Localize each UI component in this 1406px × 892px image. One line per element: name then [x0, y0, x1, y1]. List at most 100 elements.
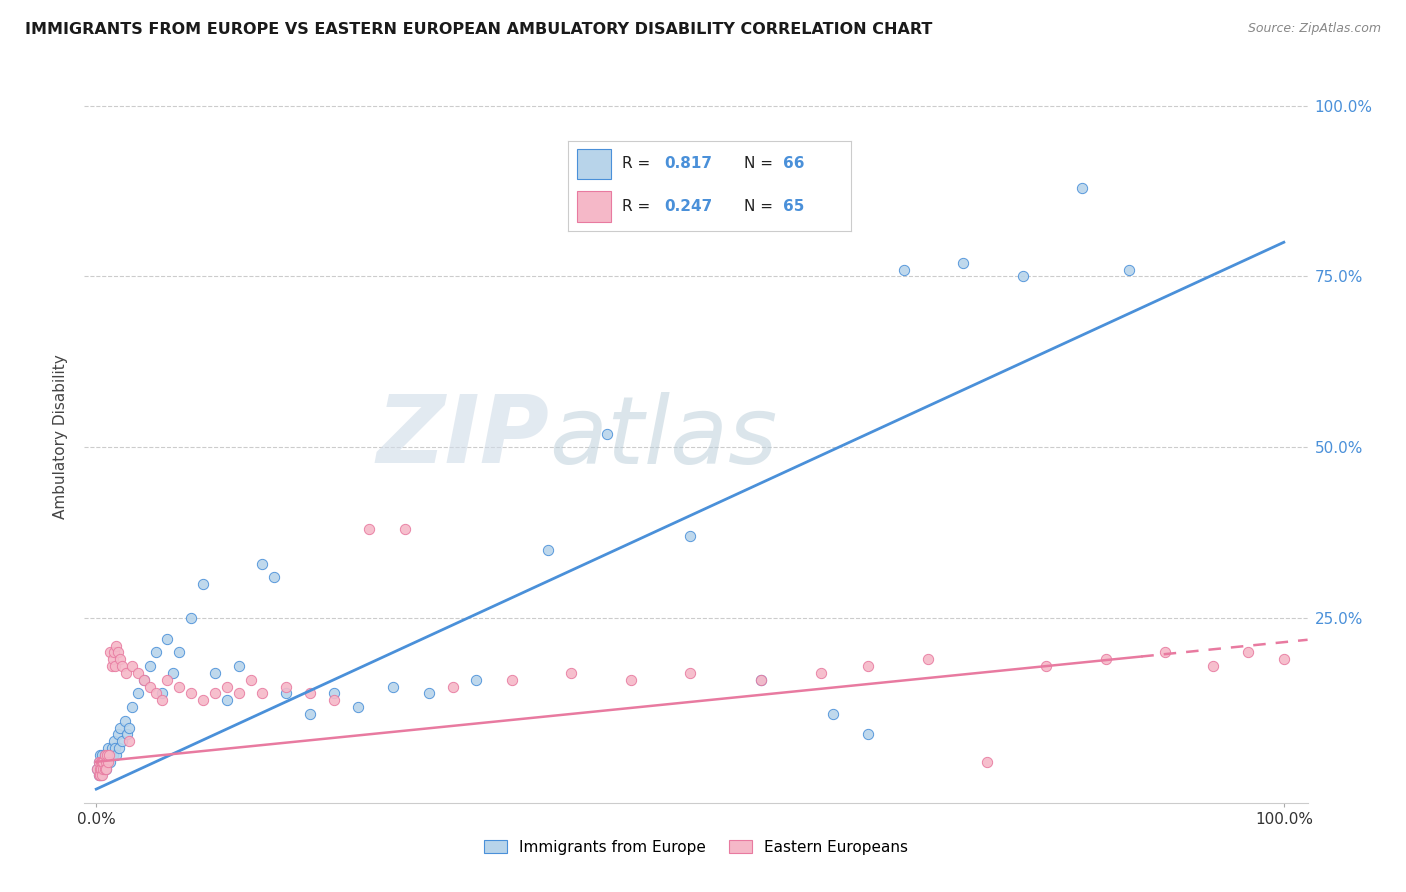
Point [86, 762, 108, 776]
Point [91, 755, 114, 769]
Point [596, 426, 619, 441]
Point [93, 762, 115, 776]
Point [382, 680, 405, 694]
Point [679, 665, 702, 680]
Point [239, 673, 262, 687]
Point [1118, 262, 1140, 277]
Text: N =: N = [744, 156, 778, 171]
Point [91, 762, 114, 776]
Point [1094, 652, 1116, 666]
Point [108, 721, 131, 735]
Point [856, 659, 879, 673]
Point [111, 734, 134, 748]
Point [620, 673, 643, 687]
Point [138, 659, 160, 673]
Point [132, 673, 155, 687]
Point [108, 652, 131, 666]
Point [917, 652, 939, 666]
Point [1071, 180, 1094, 194]
Legend: Immigrants from Europe, Eastern Europeans: Immigrants from Europe, Eastern European… [478, 834, 914, 861]
Point [93, 747, 115, 762]
Point [418, 686, 440, 700]
Point [821, 706, 844, 721]
Point [87, 768, 110, 782]
Point [359, 522, 381, 536]
Point [252, 557, 274, 571]
Point [86, 762, 108, 776]
Point [138, 680, 160, 694]
Point [180, 686, 202, 700]
Point [103, 734, 125, 748]
Point [145, 686, 167, 700]
Point [169, 680, 191, 694]
Point [749, 673, 772, 687]
Point [952, 256, 974, 270]
Point [204, 686, 226, 700]
Text: ZIP: ZIP [377, 391, 550, 483]
Point [100, 741, 122, 756]
Point [115, 727, 138, 741]
Point [94, 755, 117, 769]
Point [93, 755, 115, 769]
Point [90, 768, 112, 782]
Point [93, 747, 115, 762]
Point [97, 755, 120, 769]
Point [1272, 652, 1295, 666]
Text: 66: 66 [783, 156, 804, 171]
Point [107, 741, 129, 756]
Point [100, 659, 122, 673]
Point [89, 747, 111, 762]
Text: 0.817: 0.817 [665, 156, 713, 171]
Point [191, 577, 214, 591]
Point [322, 686, 344, 700]
Point [91, 747, 114, 762]
Point [536, 542, 558, 557]
Point [93, 762, 115, 776]
Point [810, 665, 832, 680]
Point [228, 686, 250, 700]
Point [101, 652, 124, 666]
Point [156, 632, 179, 646]
Point [118, 734, 141, 748]
Bar [576, 192, 610, 222]
Point [298, 706, 321, 721]
Point [145, 645, 167, 659]
Point [749, 673, 772, 687]
Point [97, 755, 120, 769]
Point [87, 755, 110, 769]
Point [98, 747, 121, 762]
Point [104, 741, 127, 756]
Point [87, 755, 110, 769]
Point [96, 747, 118, 762]
Point [107, 727, 129, 741]
Point [94, 755, 117, 769]
Point [121, 659, 143, 673]
Point [105, 747, 128, 762]
Point [93, 755, 115, 769]
Point [560, 665, 582, 680]
Point [169, 645, 191, 659]
Text: R =: R = [621, 199, 655, 214]
Point [115, 665, 138, 680]
Point [276, 680, 298, 694]
Point [98, 747, 121, 762]
Point [100, 645, 122, 659]
Point [276, 686, 298, 700]
Point [121, 700, 143, 714]
Point [104, 659, 127, 673]
Point [118, 721, 141, 735]
Point [89, 762, 111, 776]
Point [90, 762, 112, 776]
Point [1201, 659, 1223, 673]
Point [679, 529, 702, 543]
Point [96, 747, 118, 762]
Point [91, 768, 114, 782]
Point [105, 639, 128, 653]
Text: N =: N = [744, 199, 778, 214]
Point [101, 747, 124, 762]
Point [976, 755, 998, 769]
Point [298, 686, 321, 700]
Point [156, 673, 179, 687]
Point [322, 693, 344, 707]
Text: Source: ZipAtlas.com: Source: ZipAtlas.com [1247, 22, 1381, 36]
